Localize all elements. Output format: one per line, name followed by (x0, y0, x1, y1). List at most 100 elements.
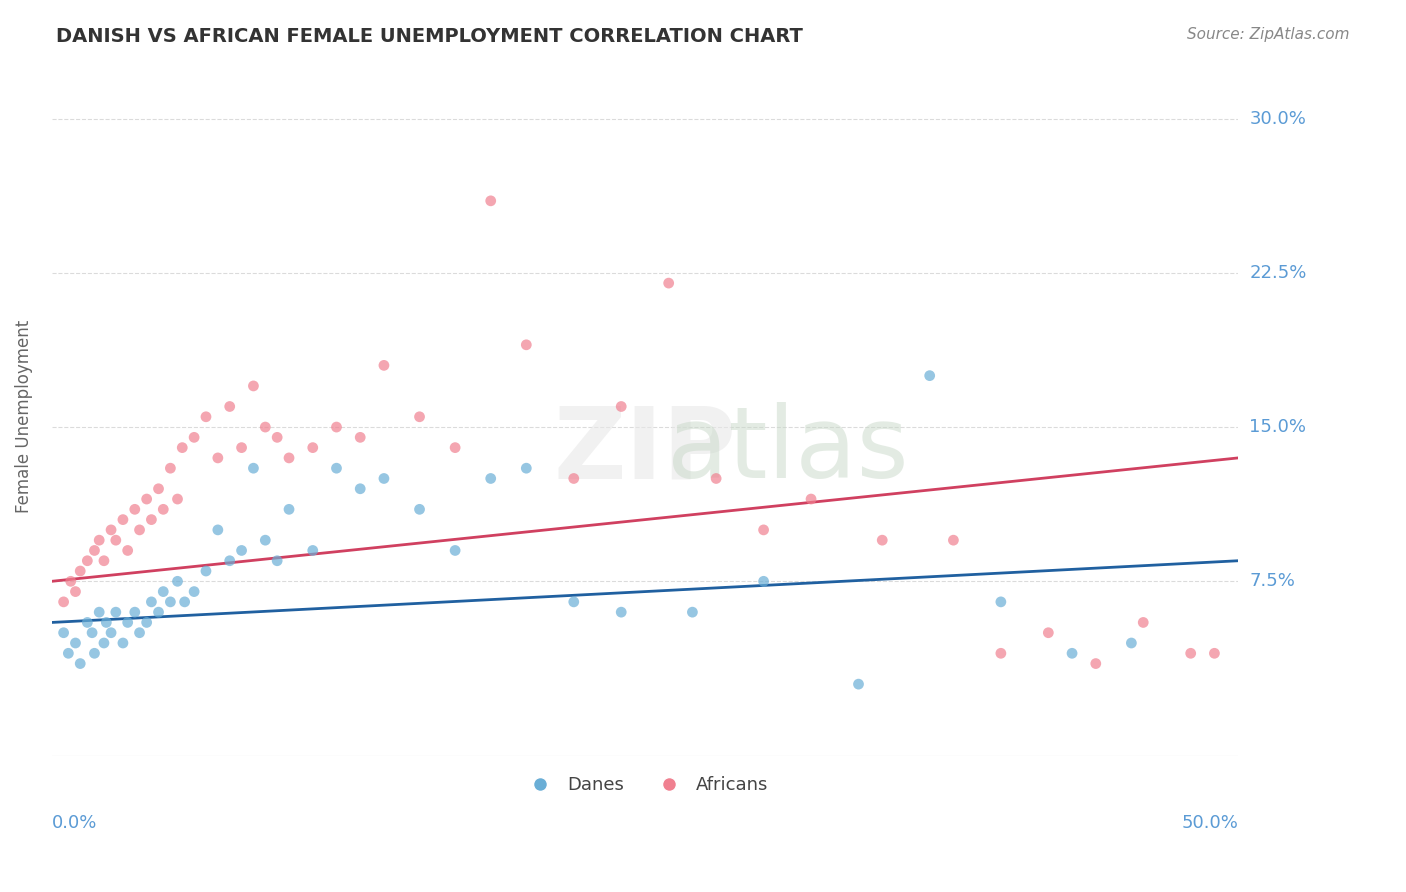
Africans (1084, 657, 1107, 671)
Danes (918, 368, 941, 383)
Africans (990, 646, 1012, 660)
Africans (117, 543, 139, 558)
Legend: Danes, Africans: Danes, Africans (515, 769, 776, 801)
Danes (159, 595, 181, 609)
Africans (111, 513, 134, 527)
Africans (266, 430, 288, 444)
Africans (942, 533, 965, 548)
Africans (408, 409, 430, 424)
Danes (135, 615, 157, 630)
Danes (444, 543, 467, 558)
Africans (562, 471, 585, 485)
Y-axis label: Female Unemployment: Female Unemployment (15, 320, 32, 514)
Africans (610, 400, 633, 414)
Africans (83, 543, 105, 558)
Africans (218, 400, 240, 414)
Danes (128, 625, 150, 640)
Danes (76, 615, 98, 630)
Danes (152, 584, 174, 599)
Danes (141, 595, 163, 609)
Text: 22.5%: 22.5% (1250, 264, 1306, 282)
Text: DANISH VS AFRICAN FEMALE UNEMPLOYMENT CORRELATION CHART: DANISH VS AFRICAN FEMALE UNEMPLOYMENT CO… (56, 27, 803, 45)
Danes (166, 574, 188, 589)
Danes (173, 595, 195, 609)
Africans (141, 513, 163, 527)
Africans (373, 359, 395, 373)
Africans (1038, 625, 1060, 640)
Danes (1121, 636, 1143, 650)
Africans (242, 379, 264, 393)
Africans (89, 533, 111, 548)
Danes (104, 605, 127, 619)
Africans (444, 441, 467, 455)
Danes (301, 543, 323, 558)
Danes (89, 605, 111, 619)
Africans (349, 430, 371, 444)
Africans (135, 491, 157, 506)
Africans (231, 441, 253, 455)
Danes (218, 554, 240, 568)
Text: Source: ZipAtlas.com: Source: ZipAtlas.com (1187, 27, 1350, 42)
Africans (148, 482, 170, 496)
Danes (479, 471, 502, 485)
Danes (100, 625, 122, 640)
Africans (195, 409, 218, 424)
Africans (69, 564, 91, 578)
Danes (58, 646, 80, 660)
Text: 0.0%: 0.0% (52, 814, 97, 831)
Africans (301, 441, 323, 455)
Danes (195, 564, 218, 578)
Danes (266, 554, 288, 568)
Danes (231, 543, 253, 558)
Africans (479, 194, 502, 208)
Danes (1060, 646, 1083, 660)
Danes (562, 595, 585, 609)
Africans (124, 502, 146, 516)
Danes (325, 461, 347, 475)
Danes (148, 605, 170, 619)
Danes (242, 461, 264, 475)
Africans (152, 502, 174, 516)
Text: 30.0%: 30.0% (1250, 110, 1306, 128)
Africans (870, 533, 893, 548)
Danes (96, 615, 118, 630)
Africans (100, 523, 122, 537)
Text: 50.0%: 50.0% (1181, 814, 1239, 831)
Danes (990, 595, 1012, 609)
Africans (183, 430, 205, 444)
Danes (93, 636, 115, 650)
Danes (207, 523, 229, 537)
Danes (183, 584, 205, 599)
Africans (800, 491, 823, 506)
Danes (278, 502, 301, 516)
Africans (658, 276, 681, 290)
Africans (1132, 615, 1154, 630)
Danes (752, 574, 775, 589)
Danes (80, 625, 103, 640)
Danes (254, 533, 277, 548)
Africans (52, 595, 75, 609)
Africans (207, 450, 229, 465)
Africans (76, 554, 98, 568)
Africans (752, 523, 775, 537)
Danes (111, 636, 134, 650)
Danes (124, 605, 146, 619)
Africans (93, 554, 115, 568)
Africans (1180, 646, 1202, 660)
Danes (52, 625, 75, 640)
Danes (117, 615, 139, 630)
Africans (254, 420, 277, 434)
Africans (172, 441, 194, 455)
Africans (65, 584, 87, 599)
Text: ZIP: ZIP (554, 402, 737, 500)
Danes (408, 502, 430, 516)
Africans (128, 523, 150, 537)
Danes (83, 646, 105, 660)
Africans (1204, 646, 1226, 660)
Text: atlas: atlas (666, 402, 908, 500)
Africans (704, 471, 727, 485)
Danes (69, 657, 91, 671)
Danes (848, 677, 870, 691)
Text: 7.5%: 7.5% (1250, 573, 1295, 591)
Danes (65, 636, 87, 650)
